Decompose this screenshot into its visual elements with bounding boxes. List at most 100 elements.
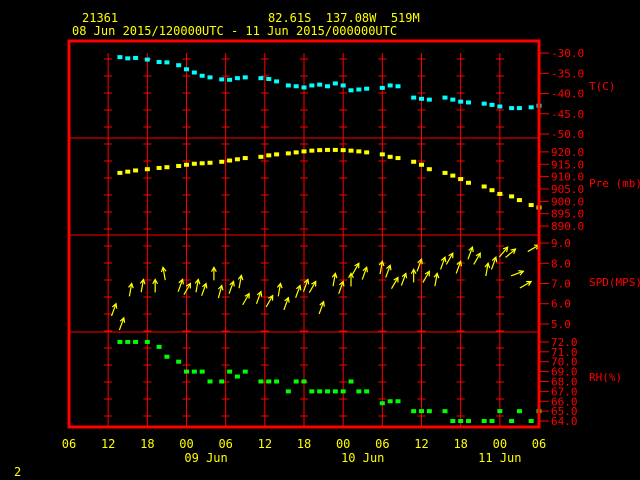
pressure-point [348,148,354,153]
temp-point [207,75,213,80]
wind-arrow-shaft [110,303,117,317]
rh-point [227,369,233,374]
pressure-point [442,170,448,175]
y-tick-label: 890.0 [551,220,584,233]
wind-arrow-head [424,270,430,277]
wind-arrow-head [160,266,167,273]
rh-point [348,379,354,384]
wind-arrow-head [295,284,302,291]
temp-point [184,67,189,72]
wind-arrow-head [378,260,385,267]
wind-arrow-shaft [195,279,199,293]
pressure-point [509,194,515,199]
wind-arrow-head [518,270,525,276]
wind-arrow-shaft [485,263,489,277]
y-tick-label: 915.0 [551,158,584,171]
pressure-point [332,147,338,152]
wind-arrow-head [178,278,184,285]
temp-point [191,70,197,75]
panel-ylabel-rh: RH(%) [589,371,622,384]
wind-arrow-shaft [498,246,509,258]
wind-arrow-shaft [473,252,481,265]
pressure-point [184,162,189,167]
y-tick-label: -50.0 [551,128,584,141]
pressure-point [293,150,299,155]
temp-point [516,106,522,111]
y-tick-label: -35.0 [551,67,584,80]
y-tick-label: 71.0 [551,346,578,359]
wind-arrow-head [502,246,509,253]
wind-arrow-shaft [351,262,360,275]
pressure-point [379,152,385,157]
wind-arrow-head [237,274,244,281]
rh-point [184,369,189,374]
wind-arrow-shaft [118,317,125,331]
wind-arrow-head [354,262,360,269]
rh-point [379,401,385,406]
rh-point [325,389,330,394]
wind-arrow-shaft [242,293,250,306]
wind-arrow-shaft [228,281,235,294]
temp-point [293,84,299,89]
wind-arrow-head [210,266,217,272]
station-id: 21361 [82,11,119,25]
panel-ylabel-pressure: Pre (mb) [589,177,640,190]
pressure-point [117,170,123,175]
y-tick-label: 6.0 [551,298,571,311]
wind-arrow-shaft [162,267,166,281]
rh-point [258,379,264,384]
rh-point [176,359,182,364]
pressure-point [364,150,370,155]
rh-point [387,399,393,404]
pressure-point [156,165,162,170]
rh-point [442,409,448,414]
rh-point [309,389,315,394]
temp-point [133,55,139,60]
temp-point [387,83,393,88]
rh-point [156,344,162,349]
temp-point [325,84,330,89]
temp-point [450,97,456,102]
x-tick-label: 18 [453,437,467,451]
x-tick-label: 12 [414,437,428,451]
pressure-point [419,162,424,167]
temp-point [242,75,248,80]
rh-point [293,379,299,384]
rh-point [285,389,291,394]
wind-arrow-shaft [338,281,344,294]
rh-point [509,419,515,424]
y-tick-label: 900.0 [551,195,584,208]
rh-point [219,379,225,384]
wind-arrow-head [526,280,533,287]
wind-arrow-shaft [183,283,191,296]
wind-arrow-head [128,282,134,289]
wind-arrow-head [410,268,417,275]
wind-arrow-head [268,294,274,301]
temp-point [419,96,424,101]
wind-arrow-shaft [283,297,289,311]
wind-arrow-shaft [445,252,454,265]
rh-point [340,389,346,394]
rh-point [301,379,307,384]
temp-point [426,97,432,102]
wind-arrow-shaft [302,279,309,292]
wind-arrow-head [303,278,310,285]
temp-point [481,101,487,106]
panel-ylabel-temp: T(C) [589,80,616,93]
temp-point [489,102,495,107]
rh-point [207,379,213,384]
temp-point [117,55,123,60]
wind-arrow-head [244,292,250,299]
y-tick-label: 70.0 [551,356,578,369]
wind-arrow-head [448,252,454,259]
temp-point [144,57,150,62]
temp-point [199,73,205,78]
y-tick-label: -40.0 [551,88,584,101]
pressure-point [176,163,182,168]
pressure-point [191,161,197,166]
wind-arrow-head [475,252,481,259]
wind-arrow-shaft [439,256,446,270]
pressure-point [395,156,401,161]
wind-arrow-shaft [527,244,540,253]
